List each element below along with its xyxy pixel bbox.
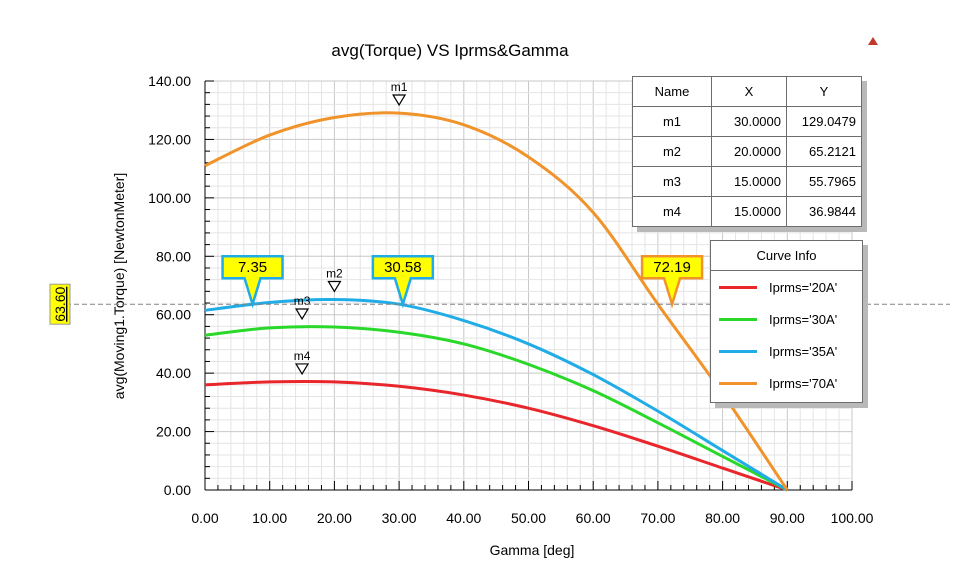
- x-tick-label: 10.00: [252, 510, 287, 526]
- table-cell: 55.7965: [786, 166, 862, 197]
- table-cell: m2: [632, 136, 712, 167]
- x-tick-label: 80.00: [705, 510, 740, 526]
- legend-label: Iprms='70A': [769, 375, 838, 391]
- marker-label: m2: [326, 266, 343, 280]
- x-tick-label: 100.00: [831, 510, 874, 526]
- table-cell: 129.0479: [786, 106, 862, 137]
- marker-triangle-icon: [294, 308, 310, 321]
- cursor-y-label-text: 63.60: [52, 286, 68, 321]
- cursor-callout: 30.58: [371, 254, 435, 309]
- x-tick-label: 20.00: [317, 510, 352, 526]
- table-header-name: Name: [632, 76, 712, 107]
- legend-label: Iprms='30A': [769, 311, 838, 327]
- warning-triangle-icon[interactable]: [868, 37, 878, 45]
- table-cell: m4: [632, 196, 712, 227]
- marker-triangle-icon: [294, 363, 310, 376]
- table-cell: m3: [632, 166, 712, 197]
- legend-title: Curve Info: [711, 241, 862, 271]
- legend-item-20a[interactable]: Iprms='20A': [711, 271, 862, 303]
- x-tick-label: 90.00: [770, 510, 805, 526]
- legend-item-30a[interactable]: Iprms='30A': [711, 303, 862, 335]
- cursor-y-label: 63.60: [49, 283, 71, 325]
- callout-box: [371, 254, 435, 309]
- marker-triangle-icon: [327, 280, 342, 293]
- legend-label: Iprms='20A': [769, 279, 838, 295]
- y-tick-label: 140.00: [148, 73, 191, 89]
- x-tick-label: 40.00: [446, 510, 481, 526]
- series-line: [204, 111, 789, 491]
- legend-swatch: [719, 285, 757, 289]
- axes: 0.00 10.00 20.00 30.00 40.00 50.00 60.00 70.00 8…: [148, 73, 873, 526]
- marker-triangle-icon: [392, 94, 407, 107]
- legend-swatch: [719, 349, 757, 353]
- legend-label: Iprms='35A': [769, 343, 838, 359]
- y-tick-label: 60.00: [156, 307, 191, 323]
- cursor-y-label-box: [49, 283, 71, 325]
- series-line: [204, 379, 788, 492]
- y-tick-label: 80.00: [156, 248, 191, 264]
- marker-label: m1: [391, 80, 408, 94]
- y-tick-label: 120.00: [148, 131, 191, 147]
- marker-table: Name X Y m1 30.0000 129.0479 m2 20.0000 …: [632, 76, 862, 227]
- table-header-y: Y: [786, 76, 862, 107]
- series-layer: [204, 111, 789, 492]
- legend-item-70a[interactable]: Iprms='70A': [711, 367, 862, 399]
- y-tick-label: 0.00: [164, 482, 191, 498]
- marker-layer: m1 m2 m3 m4: [294, 80, 408, 376]
- callout-label: 7.35: [238, 259, 267, 276]
- legend-swatch: [719, 317, 757, 321]
- y-axis-label: avg(Moving1.Torque) [NewtonMeter]: [111, 173, 127, 399]
- cursor-callout: 7.35: [221, 254, 284, 309]
- table-row[interactable]: m2 20.0000 65.2121: [632, 136, 862, 167]
- table-cell: 20.0000: [711, 136, 787, 167]
- table-cell: 65.2121: [786, 136, 862, 167]
- marker-table-header: Name X Y: [632, 76, 862, 107]
- x-tick-label: 50.00: [511, 510, 546, 526]
- x-tick-label: 30.00: [382, 510, 417, 526]
- table-header-x: X: [711, 76, 787, 107]
- table-row[interactable]: m4 15.0000 36.9844: [632, 196, 862, 227]
- chart-title: avg(Torque) VS Iprms&Gamma: [331, 41, 569, 60]
- legend-swatch: [719, 381, 757, 385]
- table-cell: 15.0000: [711, 196, 787, 227]
- marker-label: m3: [294, 294, 311, 308]
- cursor-layer: 63.60 7.35 30.58 72.19: [49, 254, 950, 325]
- x-tick-label: 60.00: [576, 510, 611, 526]
- table-cell: 30.0000: [711, 106, 787, 137]
- legend-item-35a[interactable]: Iprms='35A': [711, 335, 862, 367]
- table-cell: 36.9844: [786, 196, 862, 227]
- table-row[interactable]: m1 30.0000 129.0479: [632, 106, 862, 137]
- callout-label: 30.58: [384, 259, 422, 276]
- series-line: [204, 297, 789, 492]
- x-tick-label: 0.00: [191, 510, 218, 526]
- callout-box: [640, 254, 704, 309]
- y-tick-label: 20.00: [156, 424, 191, 440]
- marker-label: m4: [294, 349, 311, 363]
- y-tick-label: 100.00: [148, 190, 191, 206]
- x-tick-label: 70.00: [640, 510, 675, 526]
- table-cell: 15.0000: [711, 166, 787, 197]
- y-tick-label: 40.00: [156, 365, 191, 381]
- x-axis-label: Gamma [deg]: [490, 542, 575, 558]
- series-line: [204, 325, 788, 492]
- callout-box: [221, 254, 284, 309]
- cursor-callout: 72.19: [640, 254, 704, 309]
- callout-label: 72.19: [653, 259, 691, 276]
- table-cell: m1: [632, 106, 712, 137]
- curve-info-legend[interactable]: Curve Info Iprms='20A' Iprms='30A' Iprms…: [710, 240, 863, 403]
- table-row[interactable]: m3 15.0000 55.7965: [632, 166, 862, 197]
